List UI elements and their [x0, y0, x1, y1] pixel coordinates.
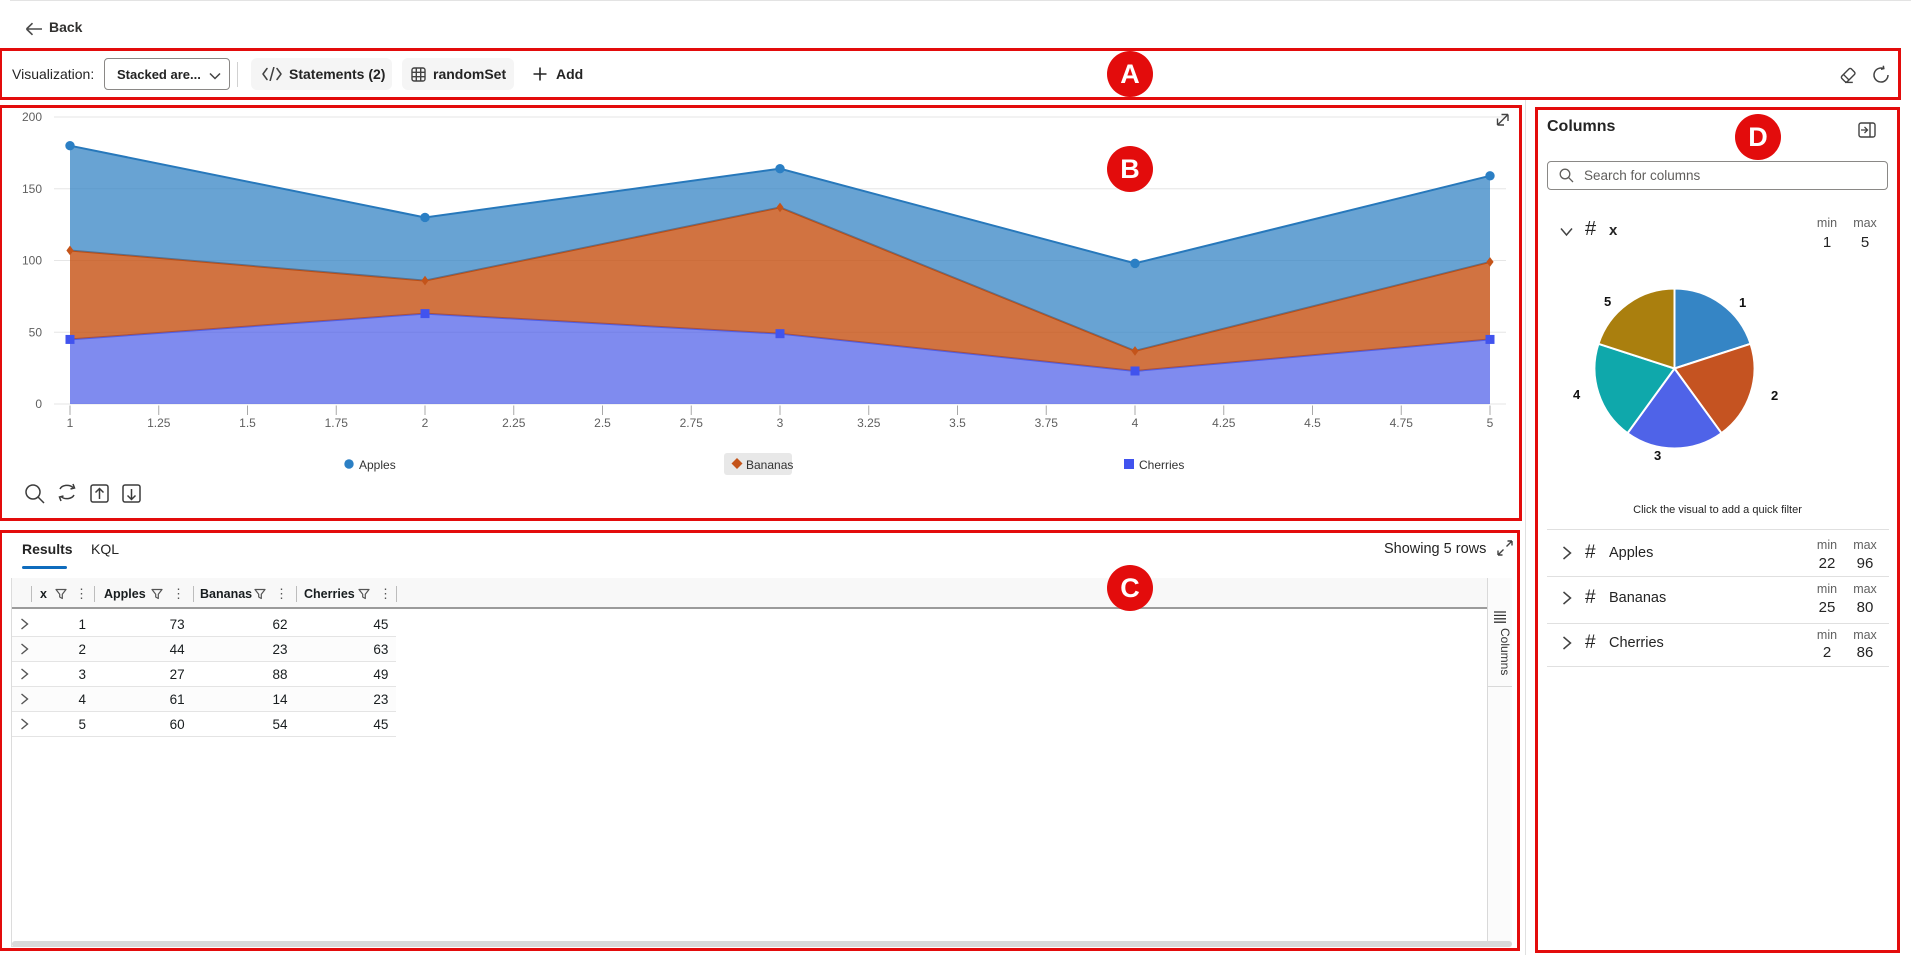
svg-text:Cherries: Cherries	[1139, 458, 1184, 472]
svg-text:100: 100	[22, 254, 42, 268]
svg-text:1.25: 1.25	[147, 416, 171, 430]
svg-text:2.75: 2.75	[680, 416, 704, 430]
svg-text:4.75: 4.75	[1390, 416, 1414, 430]
svg-text:Bananas: Bananas	[746, 458, 793, 472]
svg-text:50: 50	[29, 325, 43, 339]
svg-text:3.5: 3.5	[949, 416, 966, 430]
svg-text:4.25: 4.25	[1212, 416, 1236, 430]
svg-text:0: 0	[35, 397, 42, 411]
svg-text:2.25: 2.25	[502, 416, 526, 430]
svg-text:5: 5	[1487, 416, 1494, 430]
svg-text:200: 200	[22, 110, 42, 124]
svg-text:1: 1	[67, 416, 74, 430]
svg-text:3.75: 3.75	[1035, 416, 1059, 430]
svg-text:1.75: 1.75	[325, 416, 349, 430]
svg-text:3: 3	[1654, 448, 1661, 463]
svg-text:1: 1	[1739, 295, 1746, 310]
svg-text:3: 3	[777, 416, 784, 430]
svg-text:3.25: 3.25	[857, 416, 881, 430]
svg-text:5: 5	[1604, 294, 1611, 309]
svg-text:150: 150	[22, 182, 42, 196]
svg-text:4.5: 4.5	[1304, 416, 1321, 430]
svg-text:1.5: 1.5	[239, 416, 256, 430]
svg-text:2: 2	[422, 416, 429, 430]
svg-text:2: 2	[1771, 388, 1778, 403]
svg-text:4: 4	[1132, 416, 1139, 430]
svg-text:Apples: Apples	[359, 458, 396, 472]
svg-text:2.5: 2.5	[594, 416, 611, 430]
svg-text:4: 4	[1573, 387, 1581, 402]
